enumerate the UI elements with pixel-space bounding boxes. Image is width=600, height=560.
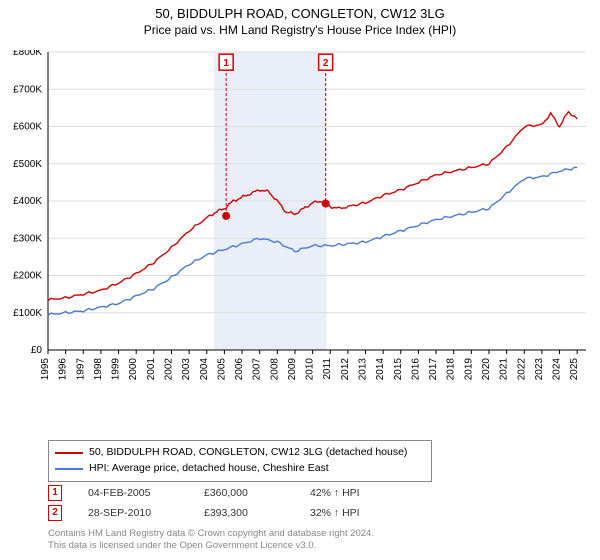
svg-text:2: 2: [323, 58, 329, 69]
svg-text:2010: 2010: [305, 358, 316, 381]
chart-title: 50, BIDDULPH ROAD, CONGLETON, CW12 3LG: [0, 0, 600, 21]
line-chart: £0 £100K £200K £300K £400K £500K £600K £700K £80…: [4, 50, 588, 400]
svg-text:1998: 1998: [93, 358, 104, 381]
svg-text:2025: 2025: [569, 358, 580, 381]
legend-label-2: HPI: Average price, detached house, Ches…: [89, 461, 329, 477]
footer: Contains HM Land Registry data © Crown c…: [48, 528, 374, 553]
svg-text:2015: 2015: [393, 358, 404, 381]
svg-text:2004: 2004: [199, 358, 210, 381]
svg-text:1999: 1999: [111, 358, 122, 381]
data-point-table: 1 04-FEB-2005 £360,000 42% ↑ HPI 2 28-SE…: [48, 485, 360, 525]
svg-text:£0: £0: [31, 345, 43, 356]
point-pct: 32% ↑ HPI: [310, 507, 360, 519]
svg-text:1: 1: [223, 58, 229, 69]
point-badge-1: 1: [48, 485, 62, 501]
footer-line-1: Contains HM Land Registry data © Crown c…: [48, 528, 374, 540]
point-date: 28-SEP-2010: [88, 507, 178, 519]
svg-text:£500K: £500K: [13, 159, 42, 170]
svg-text:2001: 2001: [146, 358, 157, 381]
svg-text:2013: 2013: [358, 358, 369, 381]
svg-text:2023: 2023: [534, 358, 545, 381]
legend-swatch-1: [55, 452, 83, 454]
svg-text:2006: 2006: [234, 358, 245, 381]
svg-text:2009: 2009: [287, 358, 298, 381]
svg-text:£300K: £300K: [13, 233, 42, 244]
svg-text:2018: 2018: [446, 358, 457, 381]
svg-text:2021: 2021: [499, 358, 510, 381]
legend-label-1: 50, BIDDULPH ROAD, CONGLETON, CW12 3LG (…: [89, 445, 407, 461]
svg-text:£100K: £100K: [13, 308, 42, 319]
svg-text:2005: 2005: [216, 358, 227, 381]
legend-row: 50, BIDDULPH ROAD, CONGLETON, CW12 3LG (…: [55, 445, 425, 461]
chart-subtitle: Price paid vs. HM Land Registry's House …: [0, 21, 600, 37]
point-price: £360,000: [204, 487, 284, 499]
legend: 50, BIDDULPH ROAD, CONGLETON, CW12 3LG (…: [48, 440, 432, 482]
svg-text:2011: 2011: [322, 358, 333, 380]
svg-text:2012: 2012: [340, 358, 351, 381]
legend-swatch-2: [55, 468, 83, 470]
point-date: 04-FEB-2005: [88, 487, 178, 499]
svg-text:1995: 1995: [40, 358, 51, 381]
point-badge-2: 2: [48, 505, 62, 521]
point-price: £393,300: [204, 507, 284, 519]
data-point-row: 1 04-FEB-2005 £360,000 42% ↑ HPI: [48, 485, 360, 501]
svg-text:2008: 2008: [269, 358, 280, 381]
svg-text:2007: 2007: [252, 358, 263, 381]
svg-text:1997: 1997: [75, 358, 86, 381]
point-pct: 42% ↑ HPI: [310, 487, 360, 499]
svg-text:£600K: £600K: [13, 122, 42, 133]
svg-text:2002: 2002: [163, 358, 174, 381]
svg-text:2017: 2017: [428, 358, 439, 381]
svg-text:2016: 2016: [410, 358, 421, 381]
svg-text:2022: 2022: [516, 358, 527, 381]
svg-text:2000: 2000: [128, 358, 139, 381]
svg-text:£800K: £800K: [13, 50, 42, 58]
svg-text:2020: 2020: [481, 358, 492, 381]
chart-area: £0£100K£200K£300K£400K£500K£600K£700K£80…: [48, 50, 588, 400]
svg-text:1996: 1996: [58, 358, 69, 381]
svg-text:2003: 2003: [181, 358, 192, 381]
svg-text:£200K: £200K: [13, 271, 42, 282]
svg-text:£700K: £700K: [13, 84, 42, 95]
svg-text:2024: 2024: [552, 358, 563, 381]
footer-line-2: This data is licensed under the Open Gov…: [48, 540, 374, 552]
svg-text:2019: 2019: [463, 358, 474, 381]
legend-row: HPI: Average price, detached house, Ches…: [55, 461, 425, 477]
data-point-row: 2 28-SEP-2010 £393,300 32% ↑ HPI: [48, 505, 360, 521]
svg-text:2014: 2014: [375, 358, 386, 381]
svg-text:£400K: £400K: [13, 196, 42, 207]
